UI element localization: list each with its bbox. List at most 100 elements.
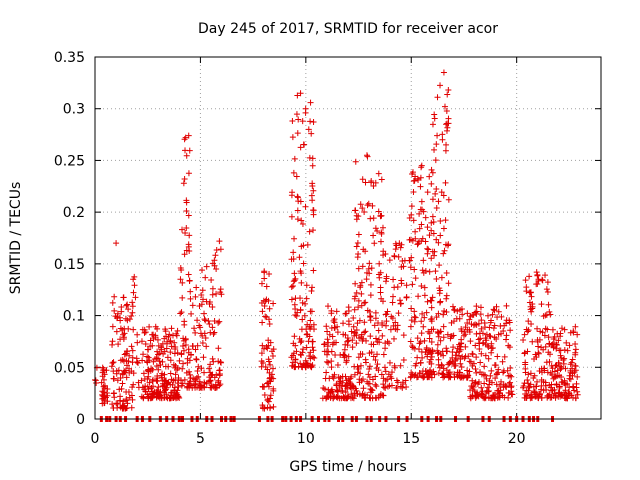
data-point [374,351,381,358]
data-point [209,260,216,267]
data-point [259,342,266,349]
data-point [362,328,369,335]
x-tick-label: 15 [402,431,420,447]
data-point [522,361,529,368]
data-point [299,364,306,371]
data-point [164,338,171,345]
data-point [103,367,110,374]
data-point [185,346,192,353]
data-point [453,315,460,322]
data-point [289,352,296,359]
data-point [503,332,510,339]
data-point [569,383,576,390]
data-point [309,344,316,351]
data-point [472,342,479,349]
data-point [478,384,485,391]
data-point [183,207,190,214]
data-point [412,314,419,321]
data-point [183,225,190,232]
y-tick-label: 0.2 [63,205,85,221]
data-point [288,284,295,291]
data-point [491,307,498,314]
data-point [542,272,549,279]
data-point [501,353,508,360]
data-point [558,364,565,371]
data-point [303,295,310,302]
data-point [418,198,425,205]
data-point [378,230,385,237]
data-point [542,312,549,319]
data-point [445,86,452,93]
data-point [528,293,535,300]
data-point [472,365,479,372]
data-point [353,212,360,219]
data-point [109,341,116,348]
data-point [477,359,484,366]
data-point [264,345,271,352]
data-point [551,374,558,381]
data-point [206,378,213,385]
data-point [375,327,382,334]
data-point [574,388,581,395]
data-point [527,306,534,313]
data-point [173,390,180,397]
data-point [200,354,207,361]
data-point [351,390,358,397]
data-point [364,153,371,160]
data-point [397,300,404,307]
data-point [260,359,267,366]
data-point [545,349,552,356]
data-point [553,345,560,352]
data-point [321,348,328,355]
data-point [367,292,374,299]
data-point [353,340,360,347]
data-point [263,283,270,290]
data-point [378,212,385,219]
data-point [572,363,579,370]
data-point [428,227,435,234]
data-point [364,202,371,209]
data-point [350,314,357,321]
y-tick-label: 0.35 [54,50,85,66]
data-point [409,169,416,176]
data-point [352,158,359,165]
data-point [310,118,317,125]
data-point [288,296,295,303]
data-point [123,374,130,381]
data-point [291,270,298,277]
data-point [294,193,301,200]
data-point [378,176,385,183]
data-point [375,170,382,177]
data-point [357,282,364,289]
data-point [379,224,386,231]
data-point [381,364,388,371]
data-point [420,323,427,330]
data-point [202,334,209,341]
data-point [374,338,381,345]
data-point [558,325,565,332]
data-point [172,344,179,351]
data-point [394,322,401,329]
data-points [92,69,581,412]
data-point [491,362,498,369]
data-point [323,369,330,376]
data-point [304,241,311,248]
data-point [183,199,190,206]
data-point [434,350,441,357]
data-point [547,311,554,318]
data-point [538,386,545,393]
data-point [557,363,564,370]
data-point [306,228,313,235]
data-point [294,207,301,214]
data-point [297,90,304,97]
data-point [359,205,366,212]
data-point [128,392,135,399]
data-point [440,323,447,330]
data-point [209,291,216,298]
data-point [494,314,501,321]
data-point [505,394,512,401]
data-point [481,363,488,370]
data-point [303,344,310,351]
data-point [259,402,266,409]
data-point [297,144,304,151]
